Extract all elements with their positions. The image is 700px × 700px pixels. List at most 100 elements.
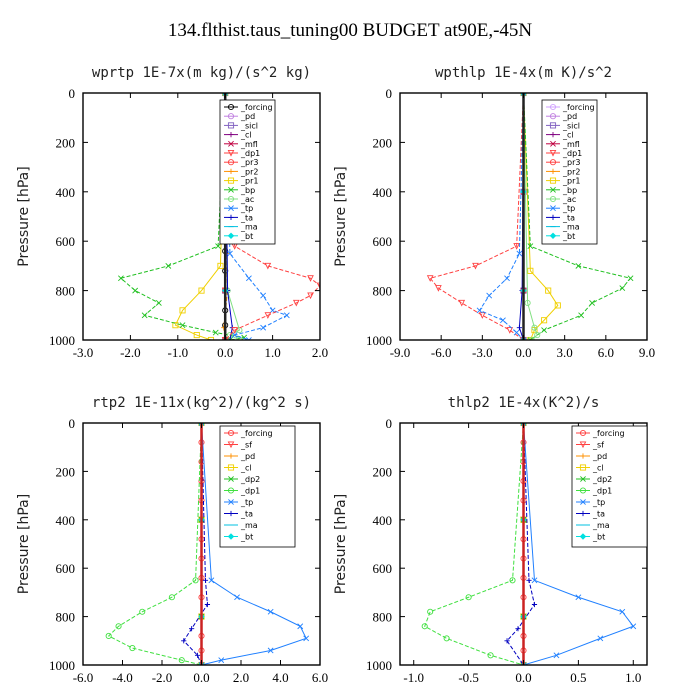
thlp2-series-tp-point xyxy=(553,652,560,659)
rtp2-series-dp1-point xyxy=(192,577,199,584)
wpthlp-series-dp1-point xyxy=(513,243,520,250)
wprtp-panel: wprtp 1E-7x(m kg)/(s^2 kg) Pressure [hPa]… xyxy=(16,65,328,360)
wprtp-legend-marker xyxy=(227,195,235,203)
wprtp-series-dp1_profile-point xyxy=(231,327,239,334)
wpthlp-xtick-label: -9.0 xyxy=(390,345,411,360)
wpthlp-title: wpthlp 1E-4x(m K)/s^2 xyxy=(435,65,612,81)
wpthlp-series-tp-point xyxy=(516,250,523,257)
rtp2-series-tp-point xyxy=(297,623,304,630)
wprtp-ytick-label: 400 xyxy=(56,185,76,200)
rtp2-legend-label: _bt xyxy=(240,533,253,542)
wprtp-ytick-label: 600 xyxy=(56,234,76,249)
figure-title: 134.flthist.taus_tuning00 BUDGET at90E,-… xyxy=(167,20,533,41)
rtp2-legend-marker xyxy=(228,499,234,505)
thlp2-series-ta-point xyxy=(504,638,510,644)
wpthlp-series-tp-point xyxy=(504,275,510,282)
rtp2-ytick-label: 0 xyxy=(69,416,76,431)
thlp2-legend-label: _dp2 xyxy=(592,475,612,484)
rtp2-ytick-label: 200 xyxy=(56,464,76,479)
wpthlp-legend-marker xyxy=(549,232,557,240)
rtp2-series-ta-point xyxy=(202,577,209,583)
thlp2-panel: thlp2 1E-4x(K^2)/s Pressure [hPa] -1.0 -0.5… xyxy=(333,395,648,685)
rtp2-series-ta-point xyxy=(194,652,201,658)
rtp2-xtick-label: 4.0 xyxy=(272,670,288,685)
wpthlp-legend-marker xyxy=(550,186,556,193)
rtp2-series-tp-point xyxy=(303,635,310,642)
wprtp-series-dp1_profile-point xyxy=(264,312,272,319)
thlp2-legend-marker xyxy=(579,464,587,471)
wprtp-series-bp-point xyxy=(212,329,219,336)
wprtp-series-bp-point xyxy=(155,300,162,306)
rtp2-series-tp-point xyxy=(267,647,274,654)
thlp2-legend-label: _sf xyxy=(592,441,604,450)
wpthlp-legend-label: _pr2 xyxy=(562,167,580,176)
wprtp-legend-label: _bt xyxy=(240,232,253,241)
wpthlp-series-tp-line xyxy=(478,93,524,340)
wprtp-legend-label: _bp xyxy=(240,186,255,195)
wpthlp-series-pr1-point xyxy=(545,287,552,294)
wpthlp-xtick-label: 6.0 xyxy=(598,345,614,360)
wpthlp-legend-label: _ac xyxy=(562,195,576,204)
wprtp-title: wprtp 1E-7x(m kg)/(s^2 kg) xyxy=(92,65,311,81)
wpthlp-xtick-label: 3.0 xyxy=(557,345,573,360)
wprtp-ylabel: Pressure [hPa] xyxy=(16,166,32,266)
wprtp-legend-marker xyxy=(227,232,235,240)
rtp2-legend-marker xyxy=(228,510,234,517)
thlp2-ylabel: Pressure [hPa] xyxy=(333,494,349,594)
wpthlp-legend: _forcing_pd_sicl_cl_mfl_dp1_pr3_pr2_pr1_… xyxy=(541,99,598,245)
wpthlp-legend-marker xyxy=(549,149,557,157)
wprtp-series-bp-point xyxy=(165,262,172,269)
wpthlp-ylabel: Pressure [hPa] xyxy=(333,166,349,266)
rtp2-series-dp1-point xyxy=(115,623,122,630)
rtp2-series-ta-point xyxy=(181,638,187,644)
wpthlp-series-tp-point xyxy=(520,93,527,96)
rtp2-legend-label: _sf xyxy=(240,441,252,450)
wprtp-frame xyxy=(82,92,321,341)
thlp2-ytick-label: 0 xyxy=(386,416,393,431)
wprtp-ytick-label: 200 xyxy=(56,135,76,150)
wprtp-series-tp-point xyxy=(227,250,233,257)
wpthlp-series-bp-point xyxy=(541,327,548,334)
wprtp-legend-label: _mfl xyxy=(240,140,258,149)
wpthlp-series-ac-point xyxy=(524,299,531,307)
wprtp-xtick-label: 1.0 xyxy=(264,345,280,360)
wpthlp-legend-label: _cl xyxy=(562,131,574,140)
wprtp-legend-label: _pr1 xyxy=(240,177,258,186)
wpthlp-series-tp-point xyxy=(476,307,483,314)
wpthlp-series-bp-point xyxy=(589,300,596,306)
rtp2-ytick-label: 400 xyxy=(56,513,76,528)
rtp2-series-dp1-point xyxy=(168,594,175,601)
wpthlp-legend-marker xyxy=(549,113,557,120)
rtp2-series-tp-point xyxy=(198,662,205,665)
thlp2-series-dp1-point xyxy=(465,594,472,601)
rtp2-legend-marker xyxy=(228,476,234,482)
thlp2-series-tp-point xyxy=(597,635,604,642)
wpthlp-legend-marker xyxy=(550,168,556,174)
wpthlp-legend-label: _bp xyxy=(562,186,577,195)
wpthlp-series-pr1-point xyxy=(527,267,534,274)
wpthlp-ytick-label: 0 xyxy=(386,86,393,101)
wprtp-legend-marker xyxy=(228,186,234,193)
wpthlp-legend-label: _ma xyxy=(562,223,580,232)
rtp2-series-tp-point xyxy=(218,657,225,664)
wprtp-series-pr1-point xyxy=(198,287,205,294)
wpthlp-legend-marker xyxy=(549,103,557,111)
wpthlp-legend-label: _sicl xyxy=(562,121,580,130)
wprtp-legend-marker xyxy=(228,168,234,174)
wpthlp-legend-marker xyxy=(549,159,557,166)
wpthlp-legend-marker xyxy=(550,132,556,138)
rtp2-series-dp1-line xyxy=(107,423,202,665)
wpthlp-legend-label: _pr3 xyxy=(562,158,580,167)
wpthlp-legend-marker xyxy=(549,177,557,184)
wprtp-xtick-label: -1.0 xyxy=(168,345,189,360)
wprtp-series-pr1-point xyxy=(217,262,224,269)
rtp2-ytick-label: 600 xyxy=(56,561,76,576)
thlp2-legend-label: _forcing xyxy=(592,429,625,438)
rtp2-series-tp-point xyxy=(267,608,274,615)
rtp2-legend-marker xyxy=(228,453,234,459)
wprtp-legend-marker xyxy=(227,159,235,166)
wprtp-legend-marker xyxy=(227,122,235,129)
wpthlp-series-bp-point xyxy=(619,285,626,292)
wpthlp-legend-marker xyxy=(549,122,557,129)
rtp2-title: rtp2 1E-11x(kg^2)/(kg^2 s) xyxy=(92,395,311,411)
